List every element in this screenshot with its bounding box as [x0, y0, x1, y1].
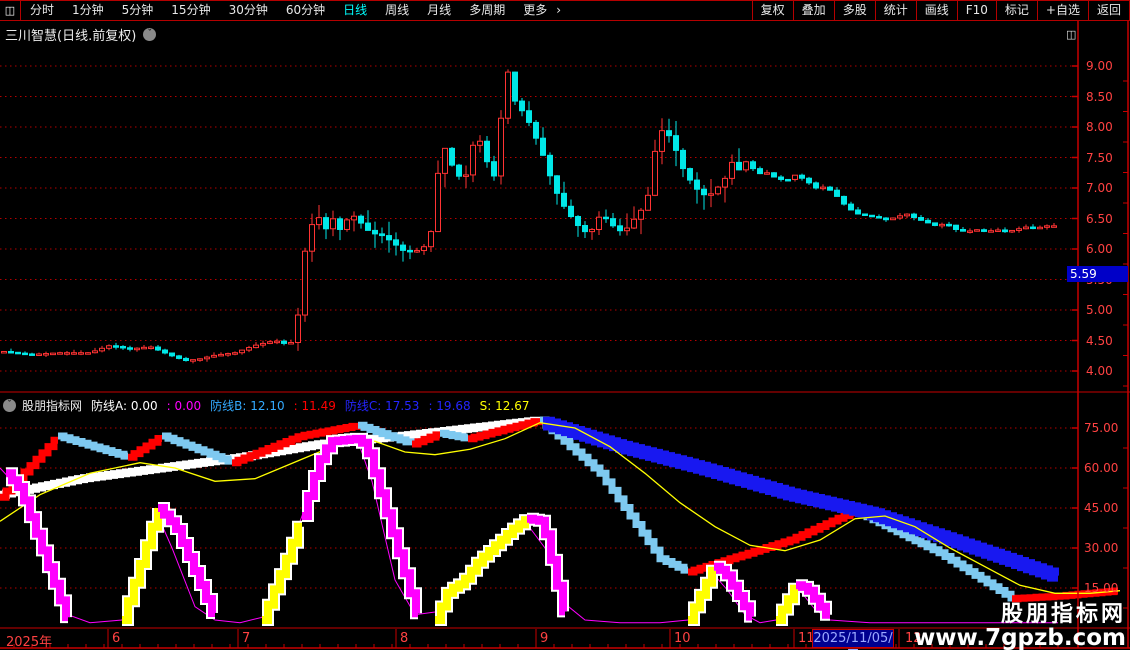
toolbar-action-4[interactable]: 画线 [915, 1, 957, 20]
main-ytick-7.00: 7.00 [1086, 181, 1113, 195]
sub-ytick-75.00: 75.00 [1084, 421, 1119, 435]
indicator-dropdown-icon[interactable]: ˇ [3, 399, 16, 412]
toolbar-action-6[interactable]: 标记 [995, 1, 1037, 20]
xtick-2025年: 2025年 [6, 635, 53, 650]
indicator-segment-4: 防线C: 17.53 [344, 399, 420, 413]
xtick-12: 12 [905, 631, 922, 646]
toolbar-action-2[interactable]: 多股 [833, 1, 875, 20]
toolbar-period-6[interactable]: 日线 [343, 3, 368, 17]
indicator-header: ˇ 股朋指标网 防线A: 0.00 : 0.00 防线B: 12.10 : 11.49… [3, 397, 529, 414]
xtick-8: 8 [400, 631, 409, 646]
title-dropdown-icon[interactable]: ˇ [143, 28, 157, 41]
indicator-segment-1: : 0.00 [166, 399, 202, 413]
toolbar-period-3[interactable]: 15分钟 [171, 3, 211, 17]
toolbar-period-4[interactable]: 30分钟 [228, 3, 268, 17]
toolbar-period-9[interactable]: 多周期 [469, 3, 506, 17]
cursor-date-tag: 2025/11/05/三 [812, 629, 894, 650]
toolbar-period-0[interactable]: 分时 [30, 3, 55, 17]
toolbar-period-7[interactable]: 周线 [385, 3, 410, 17]
toolbar-period-5[interactable]: 60分钟 [285, 3, 326, 17]
xtick-9: 9 [540, 631, 549, 646]
watermark-site-name: 股朋指标网 [1000, 601, 1126, 627]
indicator-source-label: 股朋指标网 [22, 399, 83, 413]
indicator-segment-6: S: 12.67 [479, 399, 530, 413]
toolbar-action-1[interactable]: 叠加 [792, 1, 834, 20]
watermark: 股朋指标网 www.7gpzb.com [914, 603, 1126, 650]
indicator-segment-2: 防线B: 12.10 [210, 399, 285, 413]
xtick-10: 10 [674, 631, 691, 646]
page-title: 三川智慧(日线.前复权) [5, 29, 137, 44]
main-ytick-6.00: 6.00 [1086, 242, 1113, 256]
xtick-11: 11 [798, 631, 815, 646]
sub-ytick-15.00: 15.00 [1084, 581, 1119, 595]
chart-title-bar: 三川智慧(日线.前复权) ˇ [5, 25, 157, 44]
top-toolbar: ◫ 分时 1分钟 5分钟 15分钟 30分钟 60分钟 日线 周线 月线 多周期 更多 › 复权 叠加… [0, 0, 1130, 21]
toolbar-action-7[interactable]: +自选 [1036, 1, 1088, 20]
watermark-site-url: www.7gpzb.com [914, 624, 1126, 650]
main-ytick-8.50: 8.50 [1086, 89, 1113, 104]
toolbar-action-8[interactable]: 返回 [1087, 1, 1130, 20]
period-tabs: 分时 1分钟 5分钟 15分钟 30分钟 60分钟 日线 周线 月线 多周期 更多 [21, 1, 556, 20]
main-ytick-8.00: 8.00 [1086, 120, 1113, 134]
toolbar-action-0[interactable]: 复权 [751, 1, 793, 20]
main-ytick-5.00: 5.00 [1086, 303, 1113, 317]
main-ytick-4.00: 4.00 [1086, 364, 1113, 378]
more-chevron-icon[interactable]: › [556, 3, 562, 17]
main-ytick-4.50: 4.50 [1086, 333, 1113, 348]
sub-ytick-30.00: 30.00 [1084, 541, 1119, 555]
last-price-tag: 5.59 [1067, 266, 1128, 282]
toolbar-period-2[interactable]: 5分钟 [121, 3, 154, 17]
xtick-7: 7 [242, 631, 251, 646]
indicator-segment-5: : 19.68 [428, 399, 471, 413]
toolbar-action-5[interactable]: F10 [956, 1, 996, 20]
main-ytick-7.50: 7.50 [1086, 150, 1113, 165]
action-buttons: 复权 叠加 多股 统计 画线 F10 标记 +自选 返回 [751, 1, 1130, 20]
sub-ytick-45.00: 45.00 [1084, 501, 1119, 515]
toolbar-period-1[interactable]: 1分钟 [72, 3, 104, 17]
main-ytick-6.50: 6.50 [1086, 211, 1113, 226]
indicator-segment-0: 防线A: 0.00 [91, 399, 158, 413]
toolbar-period-8[interactable]: 月线 [427, 3, 452, 17]
split-pane-icon[interactable]: ◫ [0, 1, 21, 20]
sub-ytick-60.00: 60.00 [1084, 461, 1119, 475]
main-ytick-9.00: 9.00 [1086, 59, 1113, 73]
pane-icon[interactable]: ◫ [1066, 28, 1077, 41]
toolbar-period-10[interactable]: 更多 [523, 3, 548, 17]
indicator-segment-3: : 11.49 [293, 399, 336, 413]
indicator-values: 防线A: 0.00 : 0.00 防线B: 12.10 : 11.49 防线C: 17.… [82, 397, 529, 414]
xtick-6: 6 [112, 631, 121, 646]
toolbar-action-3[interactable]: 统计 [874, 1, 916, 20]
